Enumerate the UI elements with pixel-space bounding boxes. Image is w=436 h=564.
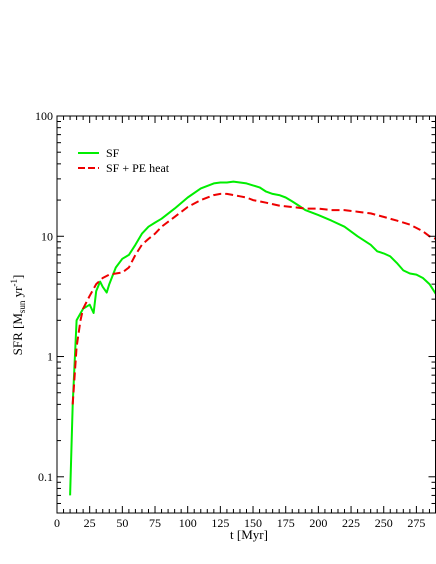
ticks-layer: 0 25 50 75 100 125 150 175 200 225 250 275 0.1 1 10 100 — [35, 109, 436, 530]
x-axis-label: t [Myr] — [230, 527, 268, 542]
y-axis-label: SFR [Msun yr-1] — [9, 275, 27, 356]
series-line-sf-pe-heat — [71, 192, 436, 405]
y-tick-label: 100 — [35, 109, 53, 123]
y-tick-label: 10 — [41, 229, 53, 243]
x-tick-label: 200 — [309, 516, 327, 530]
legend-label: SF — [106, 146, 120, 160]
legend-label: SF + PE heat — [106, 161, 170, 175]
x-tick-label: 175 — [277, 516, 295, 530]
series-layer — [69, 180, 436, 496]
plot-frame — [56, 115, 436, 514]
series-line-sf — [69, 180, 436, 496]
x-tick-label: 250 — [375, 516, 393, 530]
x-tick-label: 150 — [244, 516, 262, 530]
x-tick-label: 50 — [116, 516, 128, 530]
x-tick-label: 25 — [84, 516, 96, 530]
y-tick-label: 0.1 — [38, 470, 53, 484]
x-tick-label: 0 — [54, 516, 60, 530]
x-tick-label: 125 — [211, 516, 229, 530]
x-tick-label: 75 — [149, 516, 161, 530]
y-tick-label: 1 — [47, 350, 53, 364]
x-tick-label: 225 — [342, 516, 360, 530]
x-tick-label: 100 — [179, 516, 197, 530]
x-tick-label: 275 — [407, 516, 425, 530]
